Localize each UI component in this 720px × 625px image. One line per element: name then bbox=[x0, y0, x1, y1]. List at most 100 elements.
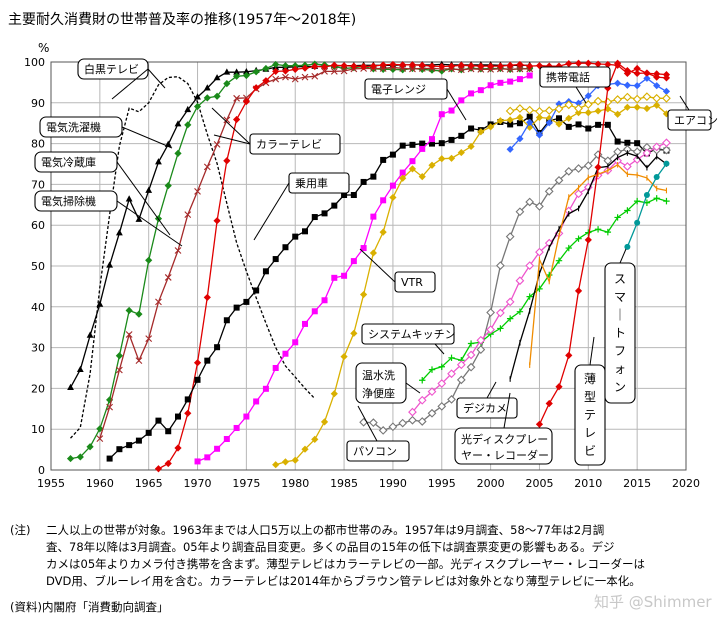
data-point bbox=[380, 197, 387, 204]
data-point bbox=[135, 215, 143, 222]
data-point bbox=[360, 178, 367, 185]
callout-box bbox=[667, 109, 712, 131]
series-label: 電気冷蔵庫 bbox=[41, 155, 96, 169]
x-tick-label: 1980 bbox=[281, 477, 309, 490]
series-line bbox=[421, 197, 667, 381]
data-point bbox=[535, 113, 544, 122]
data-point bbox=[604, 60, 612, 69]
y-tick-label: 100 bbox=[24, 56, 45, 69]
data-point bbox=[652, 93, 662, 103]
data-point bbox=[242, 97, 250, 106]
data-point bbox=[204, 454, 211, 461]
data-point bbox=[457, 148, 465, 157]
data-point bbox=[242, 71, 250, 80]
data-point bbox=[243, 298, 250, 305]
x-tick-label: 1960 bbox=[86, 477, 114, 490]
x-tick-label: 2005 bbox=[525, 477, 553, 490]
data-point bbox=[516, 113, 524, 122]
leader-line bbox=[116, 200, 183, 247]
data-point bbox=[575, 121, 582, 128]
data-point bbox=[213, 74, 221, 81]
data-point bbox=[125, 331, 133, 338]
data-point bbox=[419, 145, 426, 152]
data-point bbox=[174, 444, 182, 452]
data-point bbox=[643, 192, 650, 199]
data-point bbox=[233, 424, 240, 431]
data-point bbox=[574, 287, 583, 295]
data-point bbox=[115, 352, 123, 360]
data-point bbox=[252, 68, 260, 76]
data-point bbox=[125, 195, 133, 202]
x-tick-label: 2020 bbox=[672, 477, 700, 490]
x-tick-label: 1955 bbox=[37, 477, 65, 490]
data-point bbox=[116, 446, 123, 453]
data-point bbox=[331, 274, 338, 281]
y-tick-label: 50 bbox=[31, 260, 45, 273]
leader-line bbox=[503, 392, 511, 429]
series-label: マ bbox=[614, 290, 626, 304]
series-label: ト bbox=[614, 326, 626, 340]
data-point bbox=[419, 377, 426, 384]
data-point bbox=[476, 335, 486, 345]
data-point bbox=[614, 59, 622, 67]
data-point bbox=[634, 219, 641, 226]
data-point bbox=[506, 61, 514, 69]
data-point bbox=[320, 418, 329, 426]
data-point bbox=[389, 60, 397, 69]
data-point bbox=[585, 125, 592, 132]
data-point bbox=[505, 232, 515, 242]
data-point bbox=[272, 60, 280, 69]
data-point bbox=[321, 67, 328, 75]
data-point bbox=[594, 60, 602, 68]
data-point bbox=[643, 104, 651, 113]
series-label: ヤー・レコーダー bbox=[461, 448, 549, 462]
data-point bbox=[399, 174, 407, 182]
data-point bbox=[486, 325, 495, 335]
y-tick-label: 0 bbox=[38, 464, 45, 477]
callout-box bbox=[454, 427, 553, 465]
data-point bbox=[378, 426, 388, 435]
notes-label: (注) bbox=[10, 523, 31, 537]
data-point bbox=[311, 214, 318, 221]
leader-line bbox=[147, 68, 166, 89]
series-line bbox=[69, 63, 530, 388]
data-point bbox=[418, 65, 426, 73]
data-point bbox=[243, 413, 250, 420]
data-point bbox=[302, 320, 308, 327]
data-point bbox=[565, 123, 572, 130]
y-axis-unit: % bbox=[38, 41, 49, 55]
data-point bbox=[623, 103, 631, 111]
data-point bbox=[262, 385, 269, 392]
data-point bbox=[604, 228, 612, 236]
data-point bbox=[419, 140, 426, 147]
data-point bbox=[145, 256, 153, 264]
data-point bbox=[506, 315, 514, 322]
data-point bbox=[341, 272, 348, 279]
series-line bbox=[99, 66, 530, 439]
data-point bbox=[603, 97, 613, 107]
data-point bbox=[369, 418, 378, 428]
data-point bbox=[506, 145, 514, 153]
data-point bbox=[399, 65, 407, 72]
data-point bbox=[311, 308, 318, 315]
data-point bbox=[184, 409, 192, 417]
data-point bbox=[262, 64, 270, 73]
data-point bbox=[417, 417, 427, 426]
series-label: エアコン bbox=[674, 114, 718, 127]
series-label: ン bbox=[614, 380, 626, 394]
data-point bbox=[272, 461, 280, 469]
leader-line bbox=[446, 88, 467, 121]
data-point bbox=[223, 116, 231, 124]
data-point bbox=[624, 243, 631, 250]
data-point bbox=[193, 102, 202, 111]
data-point bbox=[272, 365, 279, 371]
data-point bbox=[292, 233, 299, 240]
data-point bbox=[223, 157, 231, 165]
data-point bbox=[458, 132, 465, 139]
data-point bbox=[486, 308, 495, 317]
data-point bbox=[389, 151, 396, 158]
data-point bbox=[507, 121, 514, 128]
data-point bbox=[448, 354, 455, 361]
data-point bbox=[526, 118, 534, 126]
data-point bbox=[203, 94, 211, 102]
